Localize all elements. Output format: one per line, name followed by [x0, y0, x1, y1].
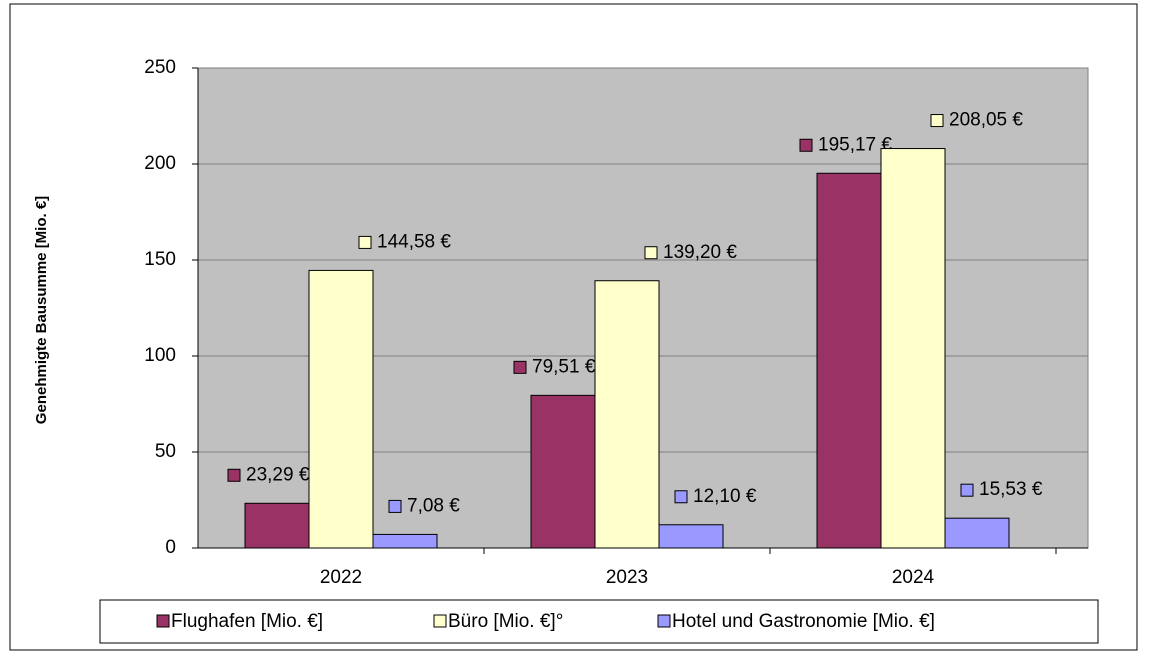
legend-label: Flughafen [Mio. €]	[171, 611, 323, 632]
data-label: 23,29 €	[246, 464, 310, 485]
label-marker	[674, 490, 688, 504]
bar	[530, 394, 596, 549]
y-axis-title: Genehmigte Bausumme [Mio. €]	[33, 196, 50, 424]
bar	[944, 517, 1010, 549]
legend-label: Hotel und Gastronomie [Mio. €]	[672, 611, 935, 632]
data-label: 79,51 €	[532, 356, 596, 377]
bar	[880, 148, 946, 549]
y-tick-label: 100	[144, 345, 176, 366]
y-tick-label: 0	[165, 537, 176, 558]
bar	[658, 524, 724, 549]
bar	[308, 269, 374, 549]
legend-label: Büro [Mio. €]°	[448, 611, 563, 632]
y-tick-label: 50	[155, 441, 176, 462]
label-marker	[930, 114, 944, 128]
label-marker	[960, 483, 974, 497]
data-label: 144,58 €	[377, 231, 451, 252]
data-label: 15,53 €	[979, 479, 1043, 500]
data-label: 7,08 €	[407, 495, 460, 516]
bar	[594, 280, 660, 549]
label-marker	[358, 235, 372, 249]
bar	[816, 172, 882, 549]
data-label: 195,17 €	[818, 134, 892, 155]
label-marker	[644, 246, 658, 260]
data-label: 208,05 €	[949, 110, 1023, 131]
data-label: 12,10 €	[693, 486, 757, 507]
label-marker	[513, 360, 527, 374]
data-label: 139,20 €	[663, 242, 737, 263]
x-tick-label: 2022	[320, 567, 362, 588]
x-tick-label: 2024	[892, 567, 935, 588]
bar	[244, 502, 310, 549]
x-tick-label: 2023	[606, 567, 648, 588]
legend-marker	[657, 614, 671, 628]
label-marker	[227, 468, 241, 482]
y-tick-label: 150	[144, 249, 176, 270]
y-tick-label: 250	[144, 57, 176, 78]
y-tick-label: 200	[144, 153, 176, 174]
bar	[372, 533, 438, 549]
legend-box	[99, 599, 1099, 644]
label-marker	[388, 499, 402, 513]
legend-marker	[433, 614, 447, 628]
label-marker	[799, 138, 813, 152]
legend-marker	[156, 614, 170, 628]
